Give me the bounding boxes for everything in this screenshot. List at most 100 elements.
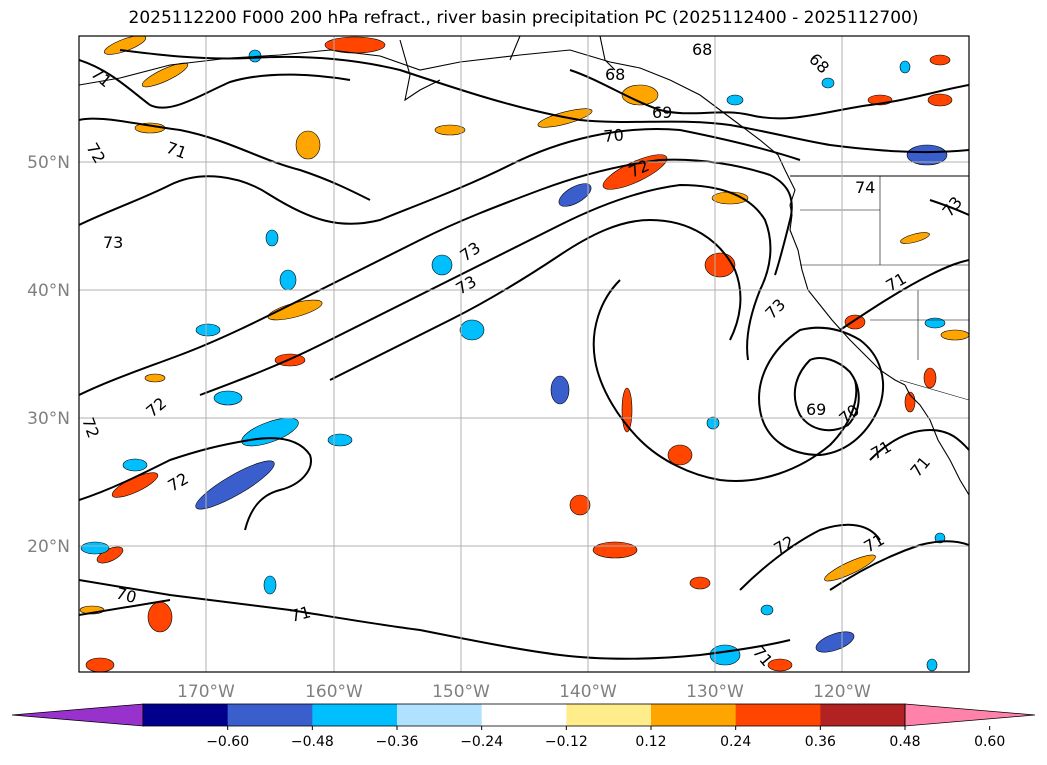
colorbar-tick-label: 0.48 bbox=[889, 734, 920, 750]
precip-blob-positive bbox=[767, 658, 793, 672]
precip-blob-negative bbox=[327, 433, 353, 447]
aleutian-coastline bbox=[399, 36, 616, 102]
contour-label: 70 bbox=[603, 125, 625, 146]
precip-blob-positive bbox=[295, 130, 321, 160]
contour-71 bbox=[79, 59, 351, 109]
precip-blob-negative bbox=[195, 323, 221, 337]
precip-blob-positive bbox=[602, 154, 668, 190]
precip-blob-positive bbox=[85, 657, 115, 672]
precip-blob-positive bbox=[824, 554, 876, 582]
colorbar-segment bbox=[143, 704, 229, 726]
colorbar-tick-label: 0.24 bbox=[720, 734, 751, 750]
lon-label-150w: 150°W bbox=[432, 682, 490, 702]
contour-label: 68 bbox=[692, 40, 712, 59]
longitude-labels: 170°W 160°W 150°W 140°W 130°W 120°W bbox=[177, 682, 871, 702]
precip-blob-negative bbox=[926, 658, 938, 672]
contour-label: 69 bbox=[806, 400, 826, 419]
precip-blob-negative bbox=[279, 269, 297, 291]
contour-71-east bbox=[839, 259, 969, 331]
precip-blob-positive bbox=[900, 232, 930, 244]
precip-blob-positive bbox=[434, 124, 466, 136]
contour-trough bbox=[592, 279, 858, 482]
colorbar-tick-label: 0.60 bbox=[974, 734, 1005, 750]
lon-label-130w: 130°W bbox=[686, 682, 744, 702]
precip-blob-positive bbox=[667, 444, 693, 466]
colorbar-tick-label: −0.60 bbox=[206, 734, 249, 750]
colorbar-segment bbox=[820, 704, 906, 726]
lon-label-170w: 170°W bbox=[177, 682, 235, 702]
precip-blob-negative bbox=[558, 183, 592, 207]
precip-blob-positive bbox=[940, 329, 969, 341]
colorbar-frame bbox=[142, 703, 906, 727]
precip-shading bbox=[79, 36, 969, 672]
precip-blob-negative bbox=[906, 144, 948, 166]
precip-blob-negative bbox=[431, 254, 453, 276]
contour-69 bbox=[569, 69, 969, 120]
contour-72-southeast bbox=[739, 523, 881, 591]
contour-73-east bbox=[929, 199, 969, 216]
contour-72-north bbox=[79, 117, 371, 201]
contour-73-band bbox=[199, 183, 772, 396]
colorbar-tick-label: −0.36 bbox=[376, 734, 419, 750]
precip-blob-positive bbox=[592, 541, 638, 559]
precip-blob-negative bbox=[706, 416, 720, 430]
precip-blob-negative bbox=[80, 541, 110, 555]
lat-label-50n: 50°N bbox=[27, 153, 70, 173]
contour-label: 73 bbox=[103, 233, 123, 252]
colorbar-segment bbox=[481, 704, 567, 726]
precip-blob-negative bbox=[815, 631, 855, 653]
contour-73-inner bbox=[329, 218, 742, 381]
precip-blob-positive bbox=[844, 314, 866, 330]
colorbar-segment bbox=[735, 704, 821, 726]
lat-label-20n: 20°N bbox=[27, 537, 70, 557]
precip-blob-negative bbox=[760, 604, 774, 616]
contour-71-baja bbox=[869, 428, 969, 461]
colorbar-extend-min bbox=[11, 703, 144, 727]
contour-72-main bbox=[79, 158, 793, 396]
colorbar: −0.60 −0.48 −0.36 −0.24 −0.12 0.12 0.24 0.36 0.4… bbox=[11, 703, 1036, 750]
contour-low-outer bbox=[758, 326, 885, 457]
lon-label-120w: 120°W bbox=[813, 682, 871, 702]
precip-blob-negative bbox=[459, 319, 485, 341]
state-borders bbox=[800, 176, 969, 401]
precip-blob-negative bbox=[195, 460, 275, 510]
contour-label: 70 bbox=[114, 584, 139, 608]
precip-blob-positive bbox=[927, 93, 953, 107]
lon-label-140w: 140°W bbox=[559, 682, 617, 702]
graticule bbox=[79, 36, 969, 672]
precip-blob-positive bbox=[923, 367, 937, 389]
colorbar-segment bbox=[566, 704, 652, 726]
map-panel bbox=[79, 36, 969, 672]
lon-label-160w: 160°W bbox=[305, 682, 363, 702]
colorbar-tick-label: −0.48 bbox=[291, 734, 334, 750]
map-title: 2025112200 F000 200 hPa refract., river … bbox=[128, 8, 919, 28]
latitude-labels: 50°N 40°N 30°N 20°N bbox=[27, 153, 70, 557]
colorbar-segment bbox=[651, 704, 737, 726]
precip-blob-positive bbox=[147, 601, 173, 633]
precip-blob-positive bbox=[689, 576, 711, 590]
colorbar-segment bbox=[312, 704, 398, 726]
contour-label: 71 bbox=[288, 602, 313, 626]
colorbar-tick-label: 0.36 bbox=[805, 734, 836, 750]
precip-blob-positive bbox=[144, 373, 166, 383]
precip-blob-positive bbox=[141, 62, 189, 88]
contour-low-inner bbox=[793, 357, 860, 432]
precip-blob-positive bbox=[929, 54, 951, 66]
precip-blob-negative bbox=[213, 390, 243, 406]
precip-blob-negative bbox=[899, 60, 911, 74]
refractivity-contours bbox=[79, 49, 969, 660]
precip-blob-negative bbox=[263, 575, 277, 595]
contour-70 bbox=[119, 49, 969, 154]
colorbar-tick-label: 0.12 bbox=[635, 734, 666, 750]
precip-blob-negative bbox=[265, 229, 279, 247]
colorbar-extend-max bbox=[904, 703, 1036, 727]
contour-71-south bbox=[79, 579, 791, 660]
map-frame bbox=[78, 35, 970, 673]
contour-72-south-loop bbox=[79, 437, 312, 531]
lat-label-40n: 40°N bbox=[27, 281, 70, 301]
colorbar-tick-label: −0.24 bbox=[460, 734, 503, 750]
lat-label-30n: 30°N bbox=[27, 409, 70, 429]
contour-label: 69 bbox=[652, 103, 672, 122]
contour-label: 74 bbox=[855, 178, 875, 197]
